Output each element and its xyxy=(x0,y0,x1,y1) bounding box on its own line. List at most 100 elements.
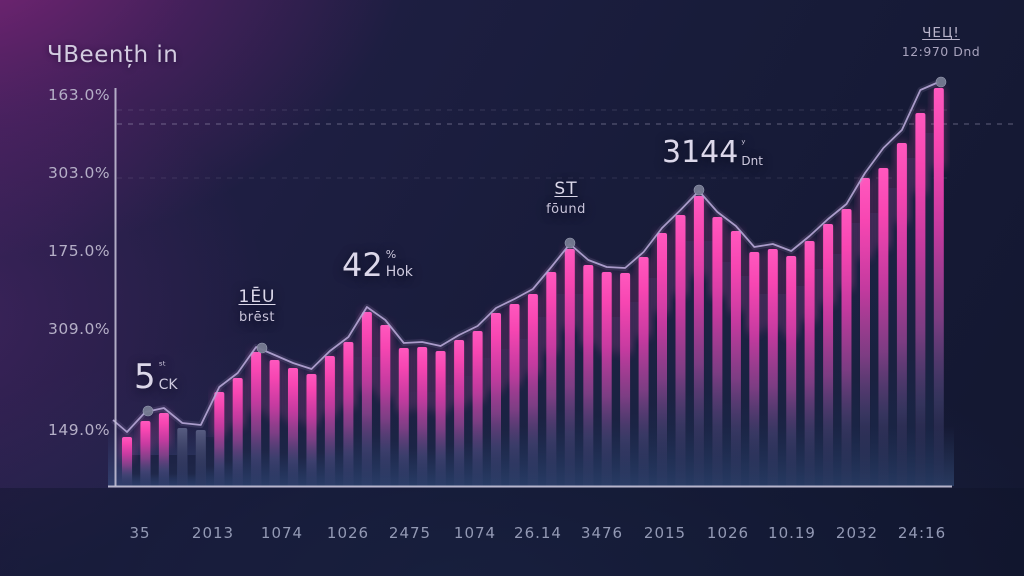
y-axis-label: 163.0% xyxy=(48,86,111,104)
line-markers-group xyxy=(142,76,947,417)
x-axis-label: 1026 xyxy=(326,524,370,542)
annotation-superscript: % xyxy=(385,248,397,261)
shadow-bar xyxy=(741,276,750,486)
shadow-bar xyxy=(851,223,860,486)
x-axis-label: 3476 xyxy=(580,524,624,542)
shadow-bar xyxy=(611,317,620,486)
bar xyxy=(269,360,280,486)
bar xyxy=(564,249,575,486)
shadow-bar xyxy=(704,241,713,486)
shadow-bar xyxy=(575,294,583,486)
bar xyxy=(601,272,612,486)
page-title: ЧBeențh in xyxy=(47,42,179,68)
bar xyxy=(527,294,538,486)
bar xyxy=(638,257,649,486)
data-point-marker xyxy=(142,405,154,417)
bar xyxy=(435,351,446,486)
bar xyxy=(158,413,169,486)
bar xyxy=(583,265,594,486)
x-axis-label: 10.19 xyxy=(768,524,816,542)
shadow-bar xyxy=(796,286,805,486)
data-point-marker xyxy=(693,184,705,196)
bar xyxy=(675,215,686,486)
shadow-bar xyxy=(353,357,362,486)
annotation-unit: Hok xyxy=(385,264,413,281)
shadow-bar xyxy=(556,294,565,486)
bar xyxy=(398,348,409,486)
shadow-bar xyxy=(667,260,676,486)
shadow-bar xyxy=(519,339,528,486)
shadow-bar xyxy=(759,294,768,486)
shadow-bar xyxy=(335,387,344,486)
annotation-caption: fōund xyxy=(546,202,586,217)
shadow-bar xyxy=(279,405,288,486)
shadow-bar xyxy=(427,392,436,486)
annotation-value: ST xyxy=(554,179,578,199)
bar xyxy=(730,231,741,486)
shadow-bar xyxy=(316,401,325,486)
bar xyxy=(693,196,704,486)
shadow-bar xyxy=(242,397,251,486)
x-axis-label: 2013 xyxy=(191,524,235,542)
annotation-superscript: ʸ xyxy=(741,137,746,150)
y-axis-label: 175.0% xyxy=(48,242,111,260)
x-axis-label: 35 xyxy=(129,524,151,542)
shadow-bar xyxy=(538,317,547,486)
bars-group xyxy=(122,88,944,486)
annotation-3144: 3144 ʸ Dnt xyxy=(662,135,763,170)
bar xyxy=(546,272,557,486)
annotation-caption: brēst xyxy=(239,310,275,325)
bar xyxy=(749,252,760,486)
shadow-bar xyxy=(833,254,842,486)
footer-strip xyxy=(0,488,1024,576)
shadow-bar xyxy=(261,397,270,486)
bar xyxy=(140,421,151,486)
shadow-bar xyxy=(501,349,510,486)
shadow-bar xyxy=(778,294,786,486)
data-point-marker xyxy=(256,342,268,354)
bar xyxy=(214,392,225,486)
annotation-value: 42 xyxy=(342,246,383,284)
annotation-unit: Dnt xyxy=(741,153,763,168)
bar xyxy=(324,356,335,486)
trend-line-group xyxy=(111,79,940,435)
shadow-bar xyxy=(814,269,823,486)
annotation-unit: CK xyxy=(158,377,178,394)
bar xyxy=(251,352,262,486)
bar-muted xyxy=(195,430,206,486)
x-axis-label: 2475 xyxy=(388,524,432,542)
x-axis-label: 2032 xyxy=(835,524,879,542)
bar xyxy=(786,256,797,486)
x-axis-label: 1026 xyxy=(706,524,750,542)
bar xyxy=(472,331,483,486)
shadow-bar xyxy=(132,455,141,486)
shadow-bar xyxy=(224,423,233,486)
y-axis-label: 309.0% xyxy=(48,320,111,338)
axes-group xyxy=(108,88,952,488)
bar xyxy=(878,168,889,486)
shadow-bar xyxy=(593,310,602,486)
bar xyxy=(896,143,907,486)
shadow-bars-group xyxy=(132,133,934,486)
annotation-value: 1ĒU xyxy=(238,287,276,307)
bar xyxy=(343,342,354,486)
annotation-st: ST fōund xyxy=(522,179,610,217)
trend-line xyxy=(112,81,940,433)
bar xyxy=(491,313,501,486)
x-axis-label: 26.14 xyxy=(514,524,562,542)
x-axis-label: 1074 xyxy=(260,524,304,542)
shadow-bar xyxy=(482,358,491,486)
annotation-value: 3144 xyxy=(662,135,739,170)
x-axis-label: 24:16 xyxy=(897,524,947,542)
bar xyxy=(804,241,815,486)
shadow-bar xyxy=(206,437,214,486)
shadow-bar xyxy=(685,241,694,486)
bar xyxy=(288,368,298,486)
x-axis-label: 1074 xyxy=(453,524,497,542)
shadow-bar xyxy=(925,133,934,486)
shadow-bar xyxy=(409,392,417,486)
x-axis-label: 2015 xyxy=(643,524,687,542)
annotation-42: 42 % Hok xyxy=(342,246,413,284)
bar xyxy=(417,347,428,486)
